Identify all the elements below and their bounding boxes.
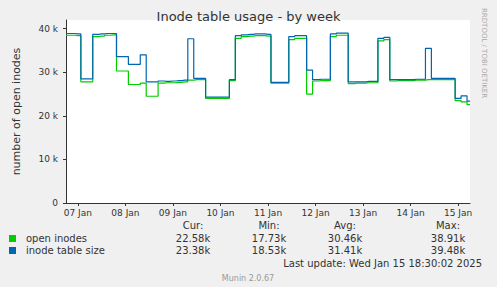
svg-text:13 Jan: 13 Jan: [349, 208, 377, 218]
svg-text:39.48k: 39.48k: [431, 245, 466, 256]
svg-text:11 Jan: 11 Jan: [254, 208, 282, 218]
svg-text:09 Jan: 09 Jan: [159, 208, 187, 218]
svg-text:17.73k: 17.73k: [252, 233, 287, 244]
svg-text:Cur:: Cur:: [183, 220, 204, 231]
svg-text:30.46k: 30.46k: [328, 233, 363, 244]
svg-text:38.91k: 38.91k: [431, 233, 466, 244]
svg-text:20 k: 20 k: [38, 111, 58, 121]
svg-text:23.38k: 23.38k: [176, 245, 211, 256]
svg-text:18.53k: 18.53k: [252, 245, 287, 256]
svg-text:Max:: Max:: [436, 220, 460, 231]
svg-text:22.58k: 22.58k: [176, 233, 211, 244]
svg-text:31.41k: 31.41k: [328, 245, 363, 256]
svg-text:Last update: Wed Jan 15 18:30:: Last update: Wed Jan 15 18:30:02 2025: [283, 258, 482, 269]
svg-text:08 Jan: 08 Jan: [111, 208, 139, 218]
svg-text:14 Jan: 14 Jan: [396, 208, 424, 218]
svg-text:40 k: 40 k: [38, 24, 58, 34]
svg-text:number of open inodes: number of open inodes: [10, 47, 23, 175]
svg-text:Inode table usage - by week: Inode table usage - by week: [157, 9, 341, 24]
svg-text:RRDTOOL / TOBI OETIKER: RRDTOOL / TOBI OETIKER: [480, 8, 488, 98]
svg-text:15 Jan: 15 Jan: [444, 208, 472, 218]
svg-text:10 Jan: 10 Jan: [206, 208, 234, 218]
svg-text:Min:: Min:: [258, 220, 279, 231]
svg-text:Avg:: Avg:: [334, 220, 356, 231]
svg-text:inode table size: inode table size: [26, 245, 105, 256]
svg-text:0: 0: [52, 198, 58, 208]
svg-text:Munin 2.0.67: Munin 2.0.67: [222, 274, 274, 283]
svg-text:10 k: 10 k: [38, 154, 58, 164]
svg-text:30 k: 30 k: [38, 67, 58, 77]
svg-text:open inodes: open inodes: [26, 233, 87, 244]
svg-text:07 Jan: 07 Jan: [64, 208, 92, 218]
svg-text:12 Jan: 12 Jan: [301, 208, 329, 218]
